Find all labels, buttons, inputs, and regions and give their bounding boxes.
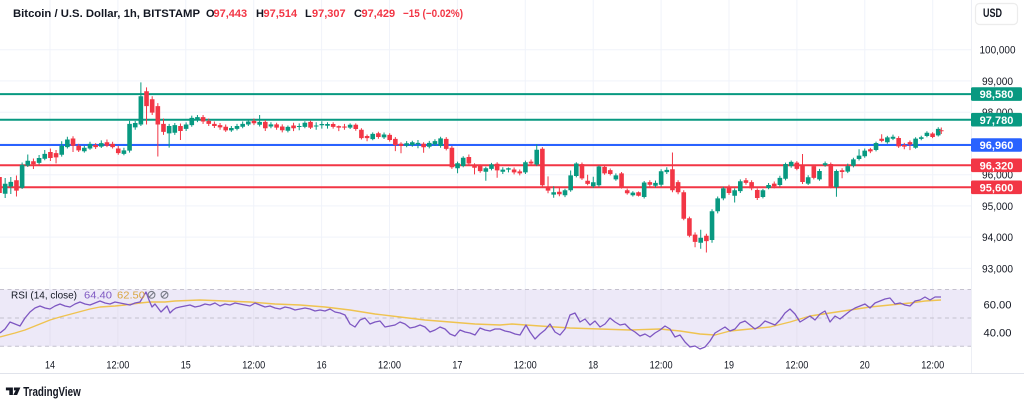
svg-text:12:00: 12:00 — [785, 360, 808, 372]
svg-text:98,580: 98,580 — [980, 89, 1014, 101]
svg-text:99,000: 99,000 — [982, 76, 1013, 88]
svg-text:USD: USD — [983, 8, 1002, 20]
svg-text:H: H — [256, 8, 264, 20]
svg-text:C: C — [354, 8, 362, 20]
svg-text:19: 19 — [724, 360, 734, 372]
svg-text:95,600: 95,600 — [980, 182, 1014, 194]
svg-text:100,000: 100,000 — [980, 45, 1016, 57]
svg-text:20: 20 — [860, 360, 870, 372]
svg-text:16: 16 — [317, 360, 327, 372]
svg-text:15: 15 — [181, 360, 191, 372]
svg-text:96,960: 96,960 — [980, 140, 1014, 152]
svg-text:60.00: 60.00 — [984, 300, 1012, 312]
svg-text:−15 (−0.02%): −15 (−0.02%) — [403, 8, 463, 20]
svg-text:12:00: 12:00 — [650, 360, 673, 372]
svg-text:95,000: 95,000 — [982, 201, 1013, 213]
svg-text:97,307: 97,307 — [312, 8, 346, 20]
svg-text:12:00: 12:00 — [921, 360, 944, 372]
svg-text:Bitcoin / U.S. Dollar, 1h, BIT: Bitcoin / U.S. Dollar, 1h, BITSTAMP — [13, 8, 200, 20]
svg-text:RSI (14, close): RSI (14, close) — [11, 289, 77, 301]
svg-text:17: 17 — [452, 360, 462, 372]
svg-text:40.00: 40.00 — [984, 327, 1012, 339]
svg-text:TradingView: TradingView — [23, 385, 81, 399]
svg-text:97,514: 97,514 — [264, 8, 299, 20]
svg-text:12:00: 12:00 — [514, 360, 537, 372]
svg-text:62.50: 62.50 — [117, 289, 145, 301]
svg-text:96,000: 96,000 — [982, 170, 1013, 182]
svg-text:O: O — [206, 8, 215, 20]
svg-text:97,429: 97,429 — [362, 8, 396, 20]
svg-text:12:00: 12:00 — [242, 360, 265, 372]
svg-text:64.40: 64.40 — [84, 289, 112, 301]
svg-text:14: 14 — [45, 360, 55, 372]
svg-text:94,000: 94,000 — [982, 232, 1013, 244]
svg-text:97,780: 97,780 — [980, 115, 1014, 127]
svg-text:L: L — [305, 8, 312, 20]
svg-text:12:00: 12:00 — [378, 360, 401, 372]
svg-text:93,000: 93,000 — [982, 263, 1013, 275]
svg-text:96,320: 96,320 — [980, 160, 1014, 172]
svg-text:12:00: 12:00 — [106, 360, 129, 372]
svg-text:97,443: 97,443 — [214, 8, 248, 20]
svg-text:18: 18 — [588, 360, 598, 372]
